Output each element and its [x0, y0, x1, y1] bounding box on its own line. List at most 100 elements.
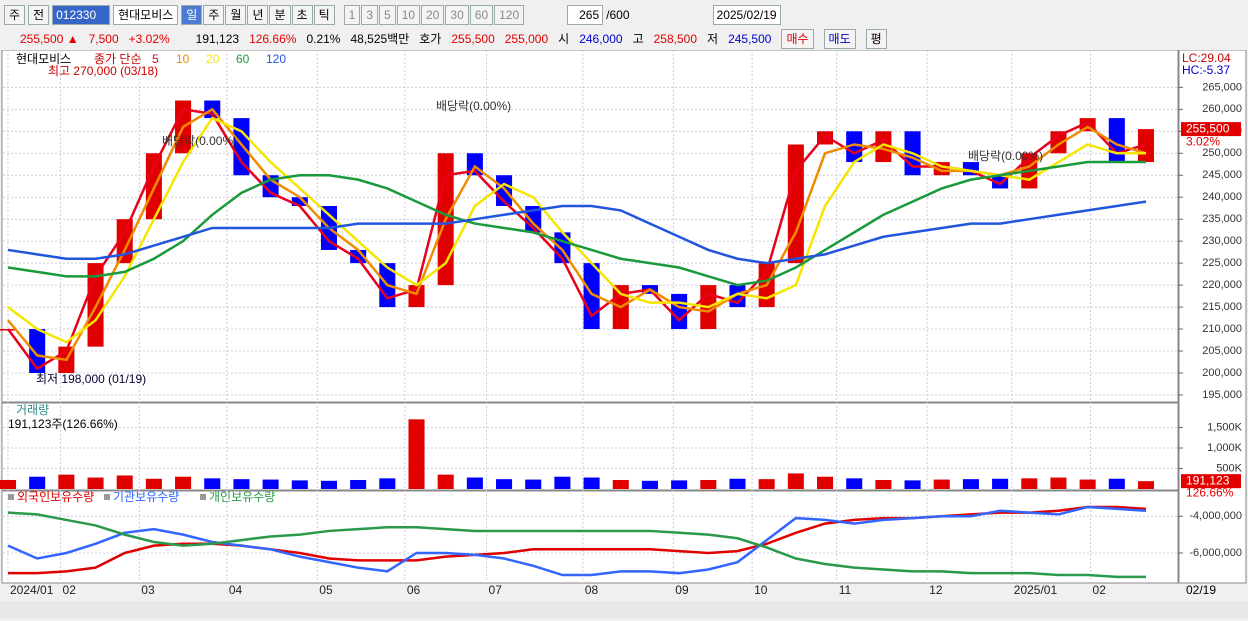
- volume-bar: [787, 473, 804, 489]
- volume-bar: [583, 477, 600, 489]
- volume: 191,123: [195, 31, 240, 46]
- tick-button[interactable]: 1: [343, 5, 361, 25]
- period-button[interactable]: 초: [291, 5, 313, 25]
- tick-group: 1 3 5 10 20 30 60 120: [343, 5, 525, 25]
- legend-title: 종가 단순: [94, 52, 142, 66]
- y-tick-label: 225,000: [1202, 257, 1242, 269]
- line: [7, 160, 1146, 287]
- legend-entry: 20: [206, 52, 220, 66]
- line: [7, 511, 1146, 579]
- change-badge: 3.02%: [1186, 134, 1220, 148]
- x-tick-label: 09: [675, 583, 689, 597]
- price-badge: 255,500: [1186, 121, 1230, 135]
- market[interactable]: 주: [4, 5, 26, 25]
- count[interactable]: 265: [567, 5, 604, 25]
- volume-bar: [641, 480, 658, 489]
- volume-bar: [671, 480, 688, 489]
- legend-swatch: [8, 494, 14, 500]
- x-tick-label: 06: [407, 583, 421, 597]
- volume-bar: [612, 479, 629, 489]
- volume-bar: [379, 478, 396, 489]
- period-button[interactable]: 분: [269, 5, 291, 25]
- annotation: 배당락(0.00%): [436, 99, 511, 113]
- y-tick-label: 250,000: [1202, 147, 1242, 159]
- tick-button[interactable]: 30: [445, 5, 469, 25]
- high-label: 고: [632, 32, 644, 46]
- range[interactable]: 전: [28, 5, 50, 25]
- low: 245,500: [728, 31, 772, 46]
- volume-bar: [1137, 481, 1155, 489]
- volume-badge: 191,123: [1186, 473, 1230, 487]
- code-input[interactable]: 012330: [52, 5, 111, 25]
- volume-bar: [729, 478, 746, 489]
- tick-button[interactable]: 3: [361, 5, 378, 25]
- period-button[interactable]: 주: [203, 5, 225, 25]
- legend-entry: 60: [236, 52, 250, 66]
- volume-bar: [1021, 478, 1038, 489]
- info-bar: 255,500 ▲ 7,500 +3.02% 191,123 126.66% 0…: [0, 28, 1248, 49]
- line: [7, 200, 1147, 265]
- volume-bar: [291, 480, 308, 489]
- x-tick-label: 03: [141, 583, 155, 597]
- y-tick-label: 215,000: [1202, 301, 1242, 313]
- volume-bar: [87, 477, 104, 489]
- candle: [291, 197, 308, 207]
- candle: [846, 131, 863, 163]
- candle: [875, 131, 892, 163]
- y-tick-label: -6,000,000: [1189, 547, 1242, 559]
- price-badge-bg: [1181, 122, 1241, 137]
- legend-entry: 5: [152, 52, 159, 66]
- y-tick-label: 195,000: [1202, 389, 1242, 401]
- volume-bar: [408, 419, 425, 489]
- annotation: 최저 198,000 (01/19): [36, 372, 146, 386]
- annotation: 최고 270,000 (03/18): [48, 64, 158, 78]
- period-button[interactable]: 틱: [313, 5, 335, 25]
- last-date: 02/19: [1186, 583, 1216, 597]
- y-tick-label: 260,000: [1202, 103, 1242, 115]
- tick-button[interactable]: 10: [396, 5, 421, 25]
- bid: 255,000: [504, 31, 549, 46]
- period-button[interactable]: 년: [247, 5, 269, 25]
- volume-bar: [320, 480, 337, 489]
- volume-bar: [962, 479, 979, 489]
- tick-button[interactable]: 120: [494, 5, 525, 25]
- volume-bar: [992, 478, 1009, 489]
- y-tick-label: 500K: [1216, 462, 1242, 474]
- avg-button[interactable]: 평: [865, 28, 887, 49]
- change-pct: +3.02%: [128, 31, 170, 46]
- ask-label: 호가: [419, 32, 442, 46]
- volume-bar: [554, 476, 571, 489]
- volume-badge-bg: [1181, 474, 1241, 489]
- price: 255,500 ▲: [20, 31, 79, 46]
- volume-badge-pct: 126.66%: [1186, 485, 1234, 499]
- volume-bar: [29, 476, 46, 489]
- x-tick-label: 12: [929, 583, 943, 597]
- tick-button[interactable]: 20: [421, 5, 445, 25]
- date-input[interactable]: 2025/02/19: [712, 5, 781, 25]
- x-tick-label: 05: [319, 583, 333, 597]
- lc: LC:29.04: [1182, 51, 1231, 65]
- sell-button[interactable]: 매도: [823, 28, 856, 49]
- tick-button[interactable]: 60: [469, 5, 494, 25]
- legend-entry: 개인보유수량: [209, 490, 275, 504]
- volume-bar: [496, 479, 513, 489]
- y-tick-label: 265,000: [1202, 81, 1242, 93]
- volume-bar: [817, 476, 834, 489]
- scrollbar[interactable]: [0, 601, 1248, 619]
- volume-bar: [846, 478, 863, 489]
- x-tick-label: 07: [489, 583, 503, 597]
- buy-button[interactable]: 매수: [781, 28, 814, 49]
- period-button[interactable]: 월: [225, 5, 247, 25]
- tick-button[interactable]: 5: [379, 5, 396, 25]
- period-button[interactable]: 일: [181, 5, 203, 25]
- candle: [787, 144, 804, 264]
- legend-entry: 기관보유수량: [113, 490, 179, 504]
- x-tick-label: 10: [754, 583, 768, 597]
- volume-bar: [204, 478, 221, 489]
- annotation: 배당락(0.00%): [162, 134, 237, 148]
- line: [7, 505, 1147, 577]
- candle: [992, 175, 1009, 189]
- chart-area: 2024/01 02 03 04 05 06 07 08 09 10 11 12 2025/01 02 02…: [0, 50, 1247, 597]
